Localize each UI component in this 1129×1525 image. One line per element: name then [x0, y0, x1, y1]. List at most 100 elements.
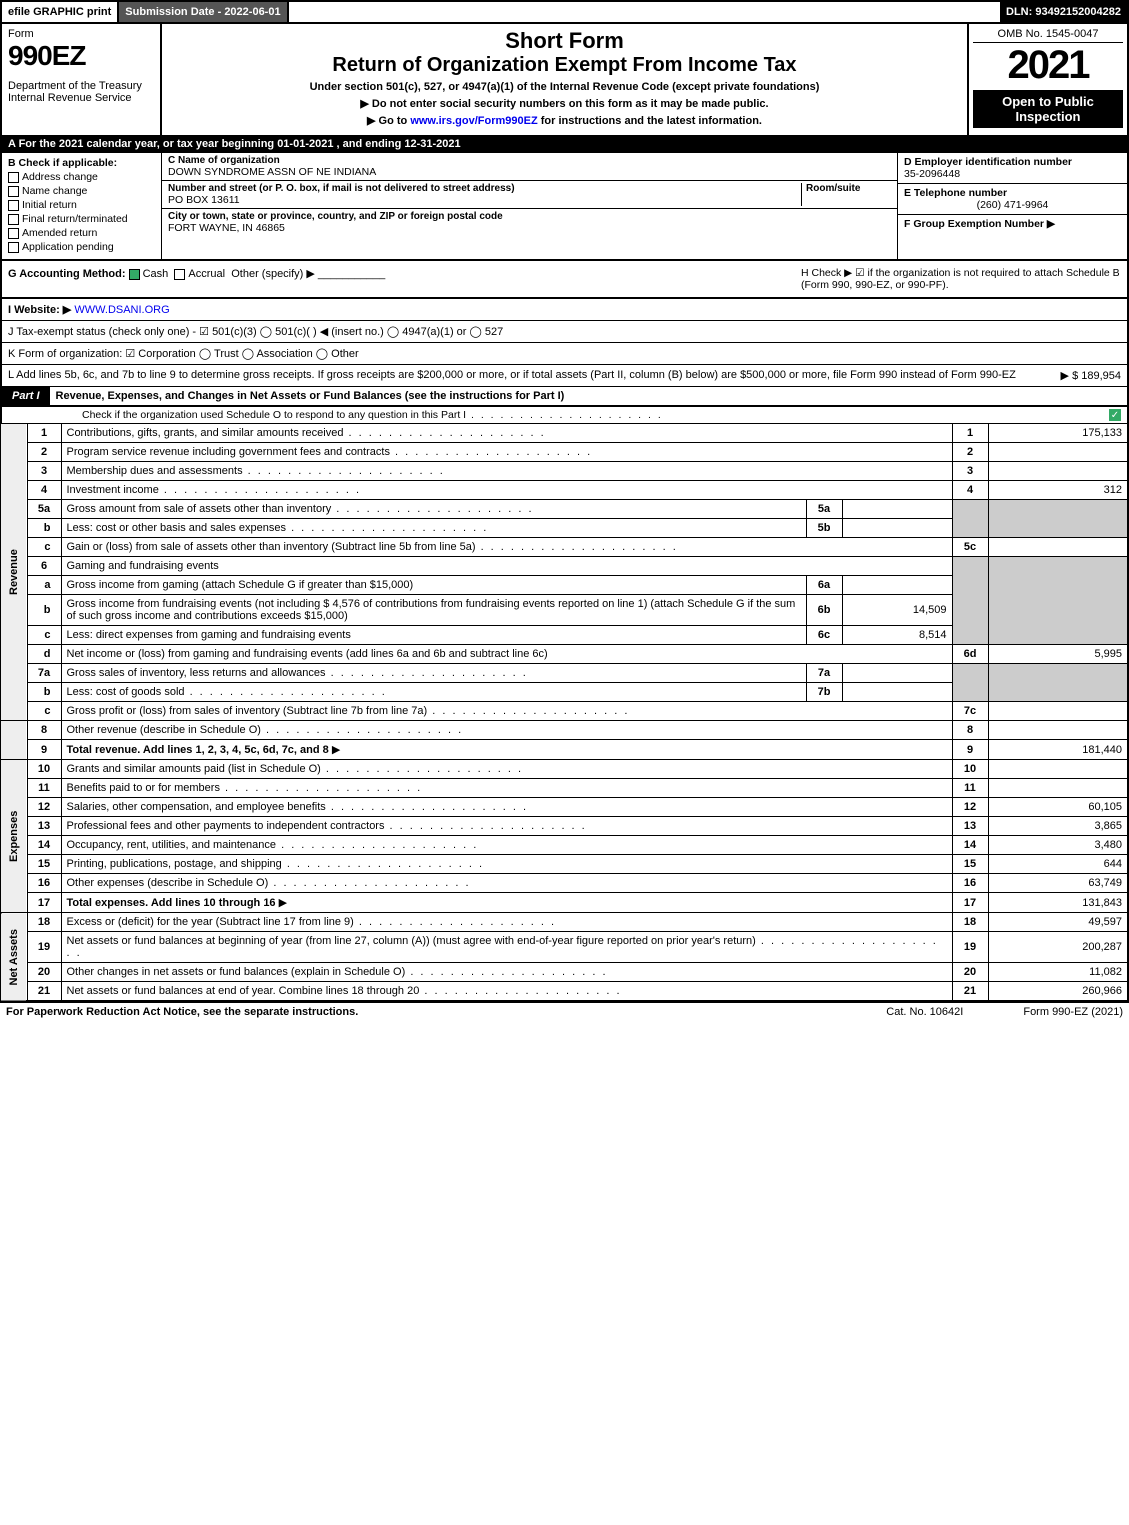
top-bar: efile GRAPHIC print Submission Date - 20…: [0, 0, 1129, 24]
line-10-desc: Grants and similar amounts paid (list in…: [61, 760, 952, 779]
line-19-desc: Net assets or fund balances at beginning…: [61, 932, 952, 963]
line-5b-desc: Less: cost or other basis and sales expe…: [61, 519, 806, 538]
line-8-num: 8: [27, 721, 61, 740]
line-7b-ibox: 7b: [806, 683, 842, 702]
opt-pending: Application pending: [22, 241, 114, 253]
line-16-num: 16: [27, 874, 61, 893]
c-name-label: C Name of organization: [168, 155, 891, 166]
line-4-box: 4: [952, 481, 988, 500]
chk-cash[interactable]: [129, 269, 140, 280]
line-11-amt: [988, 779, 1128, 798]
line-9-box: 9: [952, 740, 988, 760]
line-2-desc: Program service revenue including govern…: [61, 443, 952, 462]
column-c: C Name of organization DOWN SYNDROME ASS…: [162, 153, 897, 259]
website-link[interactable]: WWW.DSANI.ORG: [74, 304, 169, 316]
line-6c-iamt: 8,514: [842, 626, 952, 645]
line-7a-ibox: 7a: [806, 664, 842, 683]
line-12-num: 12: [27, 798, 61, 817]
line-6c-num: c: [27, 626, 61, 645]
footer-right: Form 990-EZ (2021): [1023, 1006, 1123, 1018]
line-11-num: 11: [27, 779, 61, 798]
line-6d-desc: Net income or (loss) from gaming and fun…: [61, 645, 952, 664]
line-8-amt: [988, 721, 1128, 740]
line-8-desc: Other revenue (describe in Schedule O): [61, 721, 952, 740]
irs-link[interactable]: www.irs.gov/Form990EZ: [410, 115, 537, 127]
c-city-label: City or town, state or province, country…: [168, 211, 891, 222]
grey-6: [952, 557, 988, 645]
line-10-num: 10: [27, 760, 61, 779]
line-6b-ibox: 6b: [806, 595, 842, 626]
line-7a-desc: Gross sales of inventory, less returns a…: [61, 664, 806, 683]
line-20-num: 20: [27, 963, 61, 982]
line-1-box: 1: [952, 424, 988, 443]
line-5b-ibox: 5b: [806, 519, 842, 538]
line-14-num: 14: [27, 836, 61, 855]
line-15-amt: 644: [988, 855, 1128, 874]
line-7c-box: 7c: [952, 702, 988, 721]
line-10-box: 10: [952, 760, 988, 779]
submission-date: Submission Date - 2022-06-01: [119, 2, 288, 22]
opt-initial: Initial return: [22, 199, 77, 211]
line-6-desc: Gaming and fundraising events: [61, 557, 952, 576]
row-gh: G Accounting Method: Cash Accrual Other …: [0, 261, 1129, 299]
line-7b-iamt: [842, 683, 952, 702]
line-1-amt: 175,133: [988, 424, 1128, 443]
line-6a-ibox: 6a: [806, 576, 842, 595]
footer-left: For Paperwork Reduction Act Notice, see …: [6, 1006, 826, 1018]
chk-final-return[interactable]: Final return/terminated: [8, 213, 155, 225]
phone-value: (260) 471-9964: [904, 199, 1121, 211]
line-9-desc: Total revenue. Add lines 1, 2, 3, 4, 5c,…: [61, 740, 952, 760]
chk-name-change[interactable]: Name change: [8, 185, 155, 197]
line-6d-amt: 5,995: [988, 645, 1128, 664]
section-net-assets: Net Assets: [1, 913, 27, 1002]
line-12-amt: 60,105: [988, 798, 1128, 817]
room-label: Room/suite: [806, 183, 891, 194]
line-7a-num: 7a: [27, 664, 61, 683]
line-1-desc: Contributions, gifts, grants, and simila…: [61, 424, 952, 443]
section-rev-cont: [1, 721, 27, 760]
part1-checkbox[interactable]: ✓: [1109, 409, 1121, 421]
line-21-desc: Net assets or fund balances at end of ye…: [61, 982, 952, 1002]
line-13-amt: 3,865: [988, 817, 1128, 836]
g-label: G Accounting Method:: [8, 268, 126, 280]
line-3-amt: [988, 462, 1128, 481]
chk-accrual[interactable]: [174, 269, 185, 280]
line-4-desc: Investment income: [61, 481, 952, 500]
line-9-num: 9: [27, 740, 61, 760]
chk-application-pending[interactable]: Application pending: [8, 241, 155, 253]
column-b: B Check if applicable: Address change Na…: [2, 153, 162, 259]
line-11-box: 11: [952, 779, 988, 798]
form-number: 990EZ: [8, 40, 154, 72]
goto-note: ▶ Go to www.irs.gov/Form990EZ for instru…: [170, 114, 959, 127]
chk-amended-return[interactable]: Amended return: [8, 227, 155, 239]
phone-label: E Telephone number: [904, 187, 1121, 199]
irs-label: Internal Revenue Service: [8, 92, 154, 104]
line-12-box: 12: [952, 798, 988, 817]
open-to-public: Open to Public Inspection: [973, 90, 1123, 128]
dept-treasury: Department of the Treasury: [8, 80, 154, 92]
line-5a-num: 5a: [27, 500, 61, 519]
line-16-amt: 63,749: [988, 874, 1128, 893]
line-17-box: 17: [952, 893, 988, 913]
org-name: DOWN SYNDROME ASSN OF NE INDIANA: [168, 166, 891, 178]
header-right: OMB No. 1545-0047 2021 Open to Public In…: [967, 24, 1127, 135]
opt-amended: Amended return: [22, 227, 97, 239]
group-label: F Group Exemption Number ▶: [904, 218, 1121, 230]
line-14-box: 14: [952, 836, 988, 855]
line-20-box: 20: [952, 963, 988, 982]
line-6b-desc: Gross income from fundraising events (no…: [61, 595, 806, 626]
b-label: B Check if applicable:: [8, 157, 155, 169]
grey-6-amt: [988, 557, 1128, 645]
org-street: PO BOX 13611: [168, 194, 801, 206]
chk-initial-return[interactable]: Initial return: [8, 199, 155, 211]
line-3-num: 3: [27, 462, 61, 481]
row-k: K Form of organization: ☑ Corporation ◯ …: [0, 343, 1129, 365]
line-7c-num: c: [27, 702, 61, 721]
efile-label[interactable]: efile GRAPHIC print: [2, 2, 119, 22]
line-6a-iamt: [842, 576, 952, 595]
line-5c-amt: [988, 538, 1128, 557]
line-8-box: 8: [952, 721, 988, 740]
chk-address-change[interactable]: Address change: [8, 171, 155, 183]
line-15-num: 15: [27, 855, 61, 874]
line-2-amt: [988, 443, 1128, 462]
